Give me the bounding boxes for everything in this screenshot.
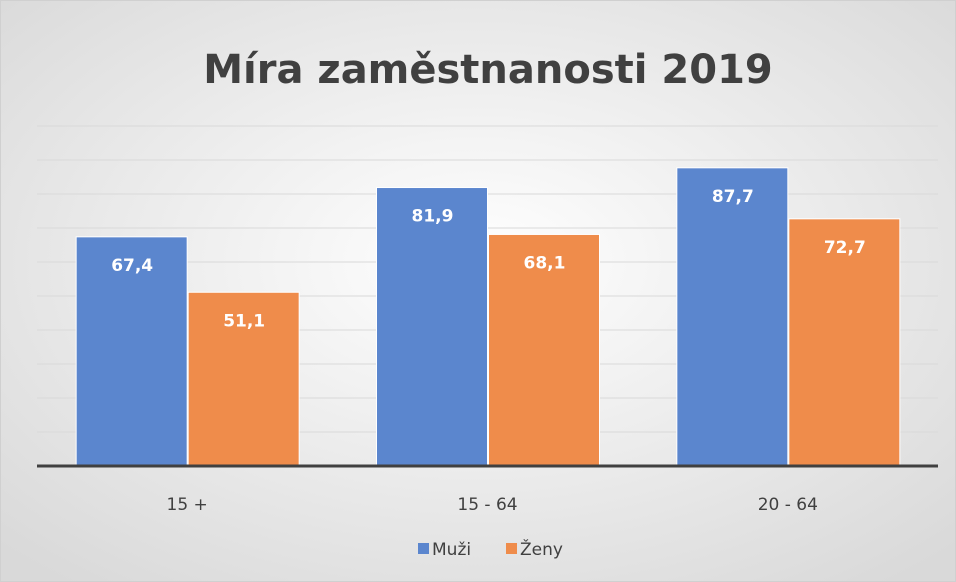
bar xyxy=(676,167,789,467)
data-label: 67,4 xyxy=(111,256,153,276)
bar xyxy=(75,236,188,467)
bar xyxy=(488,233,600,467)
legend-swatch xyxy=(506,543,517,554)
data-label: 72,7 xyxy=(824,238,866,258)
legend-label: Ženy xyxy=(520,538,563,560)
x-tick-label: 15 + xyxy=(167,495,208,515)
legend-swatch xyxy=(418,543,429,554)
x-tick-label: 15 - 64 xyxy=(457,495,517,515)
x-tick-label: 20 - 64 xyxy=(758,495,818,515)
bar xyxy=(376,187,488,467)
bar xyxy=(788,218,901,467)
data-label: 68,1 xyxy=(524,253,566,273)
data-label: 87,7 xyxy=(712,187,754,207)
chart-title: Míra zaměstnanosti 2019 xyxy=(203,47,773,93)
legend-label: Muži xyxy=(432,540,471,560)
data-label: 51,1 xyxy=(223,311,265,331)
bar xyxy=(187,291,300,467)
data-label: 81,9 xyxy=(412,207,454,227)
